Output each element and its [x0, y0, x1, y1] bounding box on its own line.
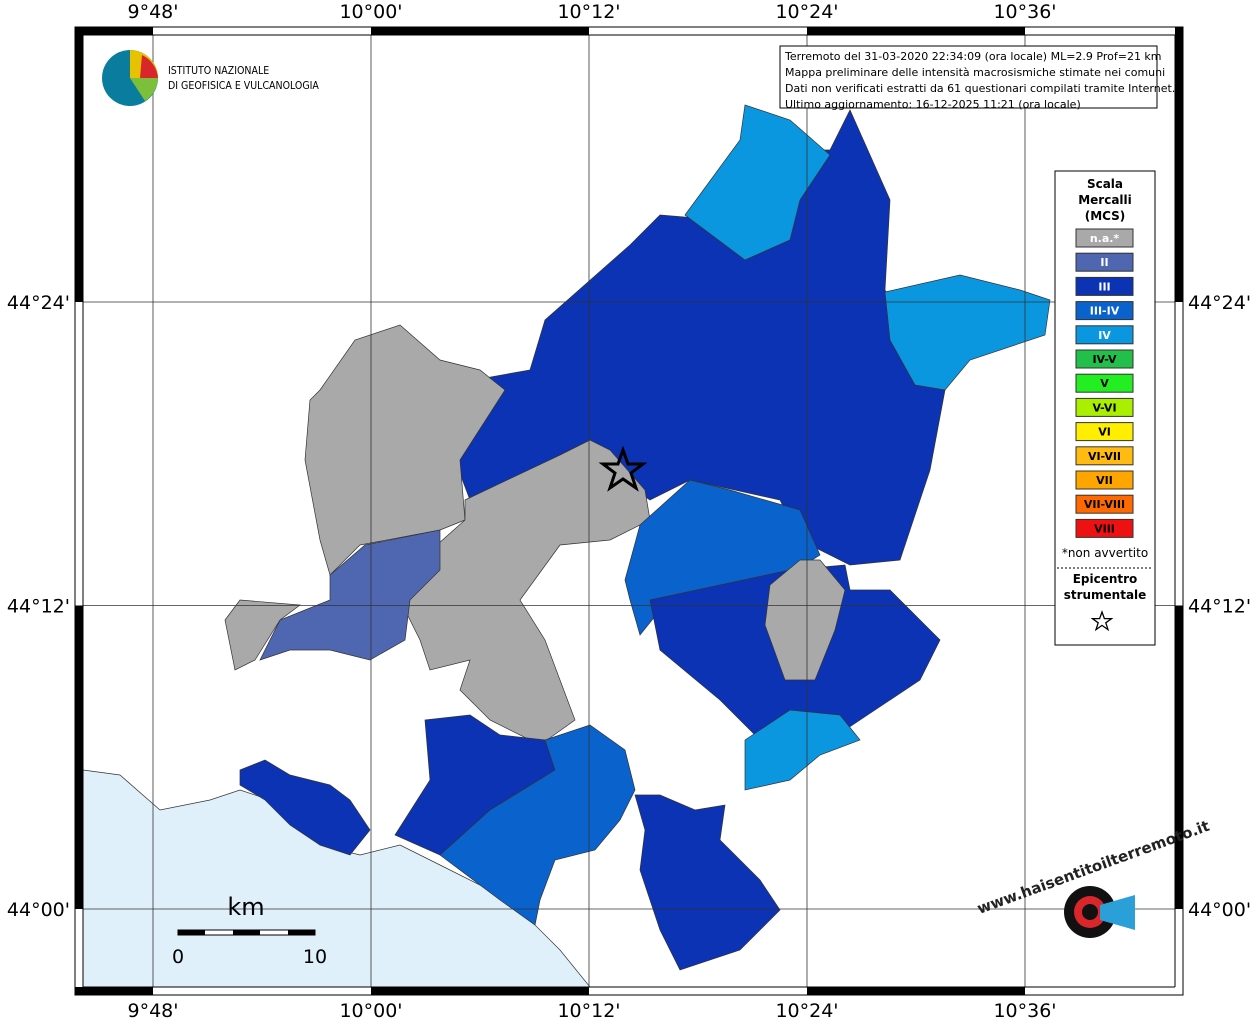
lon-label: 10°12' — [557, 1, 620, 23]
frame-band — [1175, 27, 1183, 302]
legend-note: *non avvertito — [1062, 546, 1148, 560]
region — [684, 104, 831, 261]
legend-label: II — [1100, 256, 1108, 269]
frame-band — [75, 27, 153, 35]
legend-swatch — [1075, 518, 1134, 538]
legend-label: VII-VIII — [1084, 498, 1125, 511]
frame-band — [75, 987, 153, 995]
epicenter-star — [598, 445, 648, 492]
legend-label: V — [1100, 377, 1109, 390]
scale-segment — [233, 930, 260, 935]
scale-bar: km 0 10 — [172, 893, 327, 968]
scale-segment — [288, 930, 315, 935]
legend-label: VI-VII — [1088, 450, 1121, 463]
legend-swatch — [1075, 252, 1134, 272]
lat-label: 44°12' — [1188, 596, 1251, 618]
logo-text: ISTITUTO NAZIONALE — [168, 65, 269, 77]
legend-label: VI — [1098, 426, 1111, 439]
info-line: Terremoto del 31-03-2020 22:34:09 (ora l… — [784, 50, 1162, 63]
region — [239, 759, 371, 856]
ingv-logo: ISTITUTO NAZIONALE DI GEOFISICA E VULCAN… — [102, 50, 319, 106]
legend-star — [1090, 610, 1114, 632]
info-line: Dati non verificati estratti da 61 quest… — [785, 82, 1175, 95]
legend-swatch — [1075, 276, 1134, 296]
scale-segment — [178, 930, 205, 935]
lat-label: 44°12' — [7, 596, 70, 618]
legend-swatch — [1075, 349, 1134, 369]
scale-label: 10 — [303, 946, 327, 968]
info-line: Ultimo aggiornamento: 16-12-2025 11:21 (… — [785, 98, 1081, 111]
scale-label: 0 — [172, 946, 184, 968]
region — [259, 529, 441, 661]
legend-swatch — [1075, 228, 1134, 248]
info-line: Mappa preliminare delle intensità macros… — [785, 66, 1165, 79]
legend-title: Scala — [1087, 177, 1123, 191]
logo-part — [130, 78, 158, 101]
lat-label: 44°00' — [7, 899, 70, 921]
lon-label: 10°36' — [993, 1000, 1056, 1022]
legend-swatch — [1075, 397, 1134, 417]
lon-label: 9°48' — [128, 1000, 179, 1022]
legend-epicenter: strumentale — [1064, 588, 1147, 602]
region — [884, 274, 1051, 391]
legend: ScalaMercalli(MCS)n.a.*IIIIIIII-IVIVIV-V… — [1057, 177, 1153, 632]
graticule — [83, 35, 1175, 987]
legend-epicenter: Epicentro — [1073, 572, 1138, 586]
legend-swatch — [1075, 494, 1134, 514]
frame-band — [371, 987, 589, 995]
frame — [75, 27, 1183, 995]
legend-swatch — [1075, 301, 1134, 321]
legend-label: III-IV — [1090, 305, 1120, 318]
legend-swatch — [1075, 373, 1134, 393]
logo-part — [140, 55, 158, 78]
legend-swatch — [1075, 446, 1134, 466]
frame-band — [75, 605, 83, 909]
frame-border — [74, 26, 1184, 996]
frame-band — [75, 27, 83, 302]
legend-title: Mercalli — [1078, 193, 1132, 207]
legend-label: n.a.* — [1090, 232, 1120, 245]
region — [634, 794, 781, 971]
legend-title: (MCS) — [1085, 209, 1126, 223]
legend-label: IV — [1098, 329, 1111, 342]
legend-label: III — [1098, 280, 1110, 293]
lon-label: 9°48' — [128, 1, 179, 23]
frame-band — [371, 27, 589, 35]
lon-label: 10°24' — [775, 1000, 838, 1022]
lon-label: 10°36' — [993, 1, 1056, 23]
legend-swatch — [1075, 325, 1134, 345]
legend-label: V-VI — [1092, 401, 1116, 414]
lon-label: 10°00' — [339, 1000, 402, 1022]
site-logo-ring — [1082, 904, 1098, 920]
legend-label: VII — [1096, 474, 1113, 487]
lon-label: 10°12' — [557, 1000, 620, 1022]
legend-swatch — [1075, 422, 1134, 442]
lat-label: 44°00' — [1188, 899, 1251, 921]
region — [439, 724, 636, 926]
frame-band — [807, 987, 1025, 995]
lon-label: 10°24' — [775, 1, 838, 23]
scale-unit: km — [227, 893, 264, 921]
legend-label: VIII — [1094, 522, 1115, 535]
frame-band — [807, 27, 1025, 35]
region — [744, 709, 861, 791]
lat-label: 44°24' — [1188, 292, 1251, 314]
site-logo-speaker — [1100, 895, 1135, 930]
frame-band — [1175, 605, 1183, 909]
lon-label: 10°00' — [339, 1, 402, 23]
legend-label: IV-V — [1092, 353, 1117, 366]
legend-swatch — [1075, 470, 1134, 490]
logo-text: DI GEOFISICA E VULCANOLOGIA — [168, 80, 319, 92]
info-box — [779, 45, 1158, 109]
info: Terremoto del 31-03-2020 22:34:09 (ora l… — [784, 50, 1175, 111]
regions — [224, 104, 1051, 971]
region — [224, 599, 301, 671]
lat-label: 44°24' — [7, 292, 70, 314]
